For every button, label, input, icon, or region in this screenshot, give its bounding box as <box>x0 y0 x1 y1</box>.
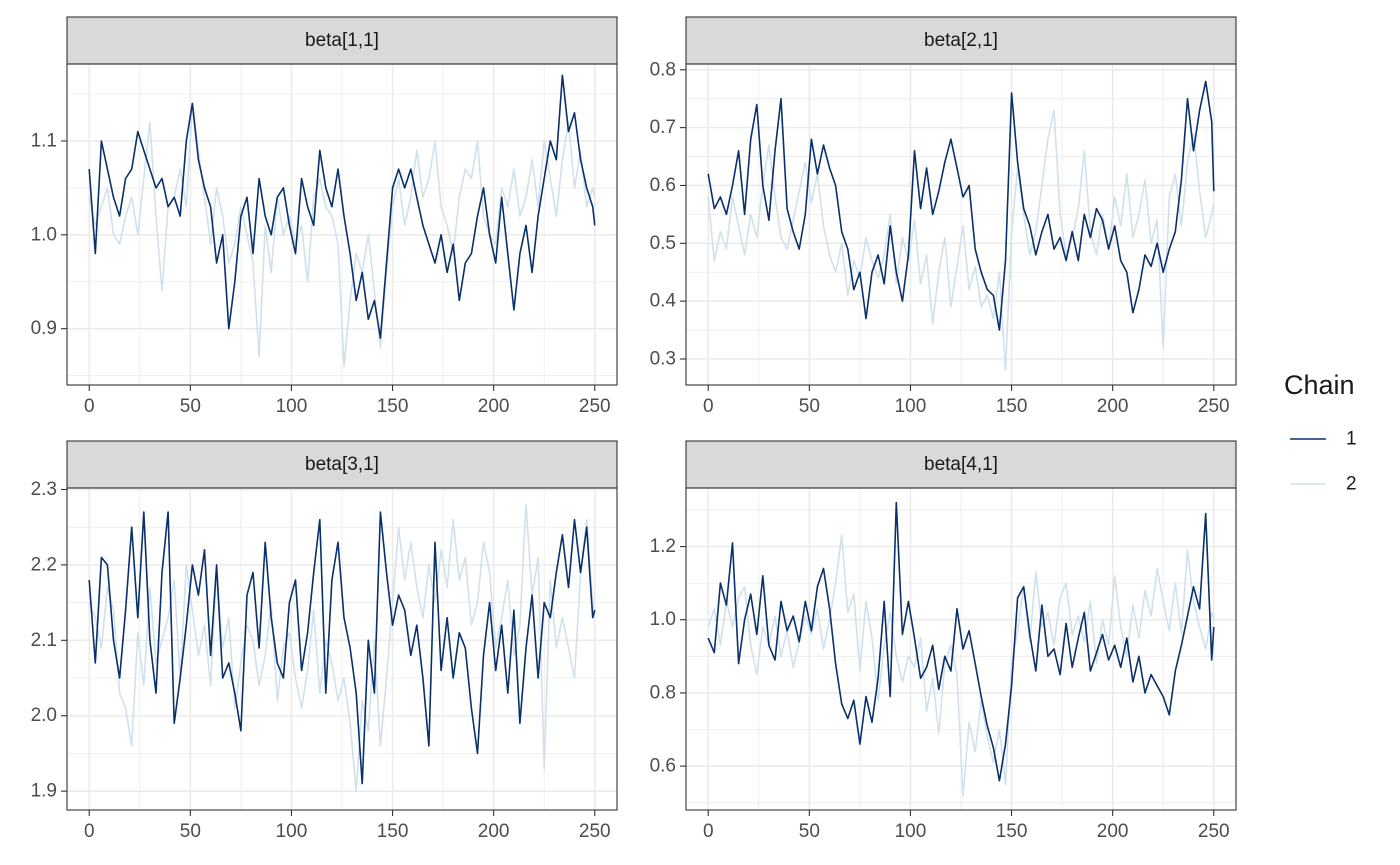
y-tick-label: 0.6 <box>650 756 676 777</box>
series-line-chain-1 <box>88 74 596 339</box>
panel-border <box>685 487 1237 811</box>
x-tick-label: 100 <box>276 396 308 417</box>
panel-border <box>66 63 618 386</box>
panel-beta-4-1: beta[4,1] 0 50 100 150 200 250 0.6 0.8 1.0 1.2 <box>650 440 1237 842</box>
y-tick-label: 0.6 <box>650 175 676 196</box>
y-tick-label: 0.4 <box>650 291 677 312</box>
x-tick-label: 50 <box>180 821 201 842</box>
legend-label-2: 2 <box>1346 474 1357 495</box>
x-tick-label: 100 <box>895 396 927 417</box>
series-line-chain-1 <box>88 511 596 785</box>
x-tick-label: 50 <box>799 821 820 842</box>
facet-strip-label: beta[2,1] <box>924 30 998 51</box>
y-tick-label: 2.2 <box>31 554 57 575</box>
x-tick-label: 200 <box>478 821 510 842</box>
series-line-chain-2 <box>707 534 1215 797</box>
series-group <box>707 501 1215 797</box>
x-tick-label: 0 <box>84 821 95 842</box>
y-tick-label: 0.5 <box>650 233 676 254</box>
x-tick-label: 100 <box>276 821 308 842</box>
series-line-chain-1 <box>707 80 1215 331</box>
x-tick-label: 0 <box>703 396 714 417</box>
panel-beta-1-1: beta[1,1] 0 50 100 150 200 250 0.9 1.0 1.1 <box>31 16 618 417</box>
series-group <box>707 80 1215 372</box>
x-tick-label: 250 <box>1198 396 1230 417</box>
panel-grid <box>67 488 617 810</box>
series-group <box>88 74 596 367</box>
panel-grid <box>67 64 617 385</box>
x-tick-label: 0 <box>703 821 714 842</box>
legend-label-1: 1 <box>1346 429 1357 450</box>
y-tick-label: 2.3 <box>31 479 57 500</box>
facet-strip <box>66 16 618 65</box>
x-tick-label: 150 <box>377 821 409 842</box>
x-tick-label: 50 <box>799 396 820 417</box>
facet-strip-label: beta[3,1] <box>305 454 379 475</box>
series-line-chain-2 <box>88 503 596 792</box>
x-tick-label: 150 <box>377 396 409 417</box>
y-tick-label: 0.8 <box>650 59 676 80</box>
y-tick-label: 2.1 <box>31 630 57 651</box>
panel-border <box>66 487 618 811</box>
y-tick-label: 0.8 <box>650 682 676 703</box>
x-tick-label: 200 <box>1097 396 1129 417</box>
series-line-chain-2 <box>707 109 1215 372</box>
x-tick-label: 250 <box>1198 821 1230 842</box>
panel-grid <box>686 64 1236 385</box>
x-tick-label: 200 <box>478 396 510 417</box>
x-tick-label: 0 <box>84 396 95 417</box>
y-tick-label: 2.0 <box>31 705 57 726</box>
facet-panels: beta[1,1] 0 50 100 150 200 250 0.9 1.0 1.1 beta[2,… <box>31 16 1237 842</box>
y-tick-label: 1.0 <box>31 224 57 245</box>
panel-border <box>685 63 1237 386</box>
facet-strip-label: beta[4,1] <box>924 454 998 475</box>
x-tick-label: 150 <box>996 396 1028 417</box>
x-tick-label: 50 <box>180 396 201 417</box>
panel-beta-2-1: beta[2,1] 0 50 100 150 200 250 0.3 0.4 0.5 0.6 0.7 0… <box>650 16 1237 417</box>
x-tick-label: 100 <box>895 821 927 842</box>
legend-title: Chain <box>1284 370 1355 400</box>
x-tick-label: 200 <box>1097 821 1129 842</box>
panel-beta-3-1: beta[3,1] 0 50 100 150 200 250 1.9 2.0 2.1 2.2 2.3 <box>31 440 618 842</box>
y-tick-label: 0.9 <box>31 318 57 339</box>
x-tick-label: 250 <box>579 821 611 842</box>
y-tick-label: 1.2 <box>650 536 676 557</box>
x-tick-label: 250 <box>579 396 611 417</box>
facet-strip-label: beta[1,1] <box>305 30 379 51</box>
chain-legend: Chain 1 2 <box>1284 370 1357 495</box>
facet-strip <box>66 440 618 489</box>
y-tick-label: 0.7 <box>650 117 676 138</box>
y-tick-label: 1.9 <box>31 781 57 802</box>
y-tick-label: 1.0 <box>650 609 676 630</box>
y-tick-label: 0.3 <box>650 348 676 369</box>
series-line-chain-1 <box>707 501 1215 782</box>
x-tick-label: 150 <box>996 821 1028 842</box>
y-tick-label: 1.1 <box>31 130 57 151</box>
series-group <box>88 503 596 792</box>
